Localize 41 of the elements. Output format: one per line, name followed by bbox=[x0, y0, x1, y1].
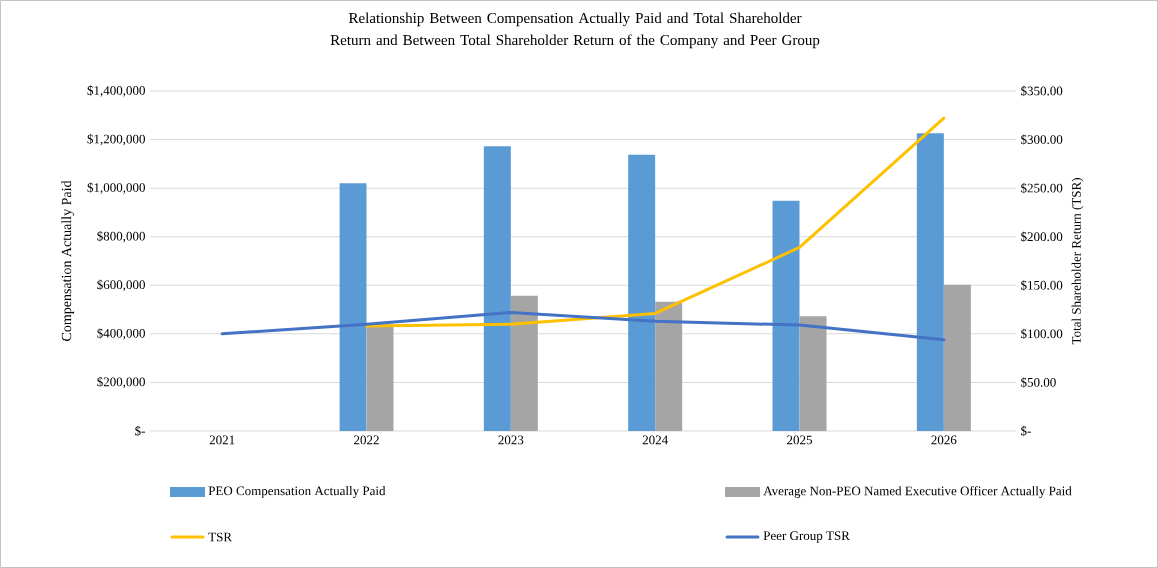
y2-tick-label: $100.00 bbox=[1021, 328, 1063, 340]
y-tick-label: $600,000 bbox=[97, 279, 145, 291]
y-tick-label: $- bbox=[135, 425, 145, 437]
line-series bbox=[220, 310, 946, 342]
chart-title: Relationship Between Compensation Actually Paid and Total Shareholder Return and Between Total Shareholder Return of the Company and Peer Group bbox=[330, 12, 820, 49]
legend-label: TSR bbox=[208, 532, 233, 542]
y2-axis-title: Total Shareholder Return (TSR) bbox=[1071, 178, 1084, 345]
x-tick-label: 2022 bbox=[354, 435, 379, 445]
y-tick-label: $1,000,000 bbox=[87, 182, 145, 194]
bar bbox=[483, 146, 511, 431]
legend-label: Average Non-PEO Named Executive Officer Actually Paid bbox=[763, 486, 1072, 498]
bar bbox=[655, 301, 683, 431]
x-tick-label: 2021 bbox=[209, 435, 235, 445]
y2-tick-label: $350.00 bbox=[1021, 85, 1063, 97]
y2-tick-label: $150.00 bbox=[1021, 280, 1063, 291]
bar bbox=[510, 295, 538, 431]
legend-label: PEO Compensation Actually Paid bbox=[208, 486, 386, 498]
x-tick-label: 2025 bbox=[787, 435, 812, 445]
y-tick-label: $800,000 bbox=[97, 231, 145, 243]
bar bbox=[339, 183, 367, 431]
line-series bbox=[365, 116, 946, 328]
y2-tick-label: $50.00 bbox=[1021, 377, 1056, 388]
bar bbox=[943, 284, 971, 431]
y2-tick-label: $250.00 bbox=[1021, 182, 1063, 194]
legend-label: Peer Group TSR bbox=[763, 531, 850, 543]
bar bbox=[799, 316, 827, 431]
x-tick-label: 2023 bbox=[498, 435, 524, 445]
y2-tick-label: $200.00 bbox=[1021, 231, 1063, 242]
y-axis-title: Compensation Actually Paid bbox=[61, 180, 75, 341]
y2-tick-label: $- bbox=[1021, 425, 1031, 437]
y-tick-label: $200,000 bbox=[97, 376, 145, 389]
x-tick-label: 2024 bbox=[642, 435, 668, 445]
y-tick-label: $1,200,000 bbox=[87, 133, 145, 146]
x-tick-label: 2026 bbox=[931, 435, 957, 445]
bar bbox=[772, 200, 800, 431]
bar bbox=[916, 133, 944, 431]
y-tick-label: $1,400,000 bbox=[87, 85, 145, 97]
y-tick-label: $400,000 bbox=[97, 328, 145, 340]
bar bbox=[366, 324, 394, 431]
bar bbox=[628, 154, 656, 431]
y2-tick-label: $300.00 bbox=[1021, 134, 1063, 145]
